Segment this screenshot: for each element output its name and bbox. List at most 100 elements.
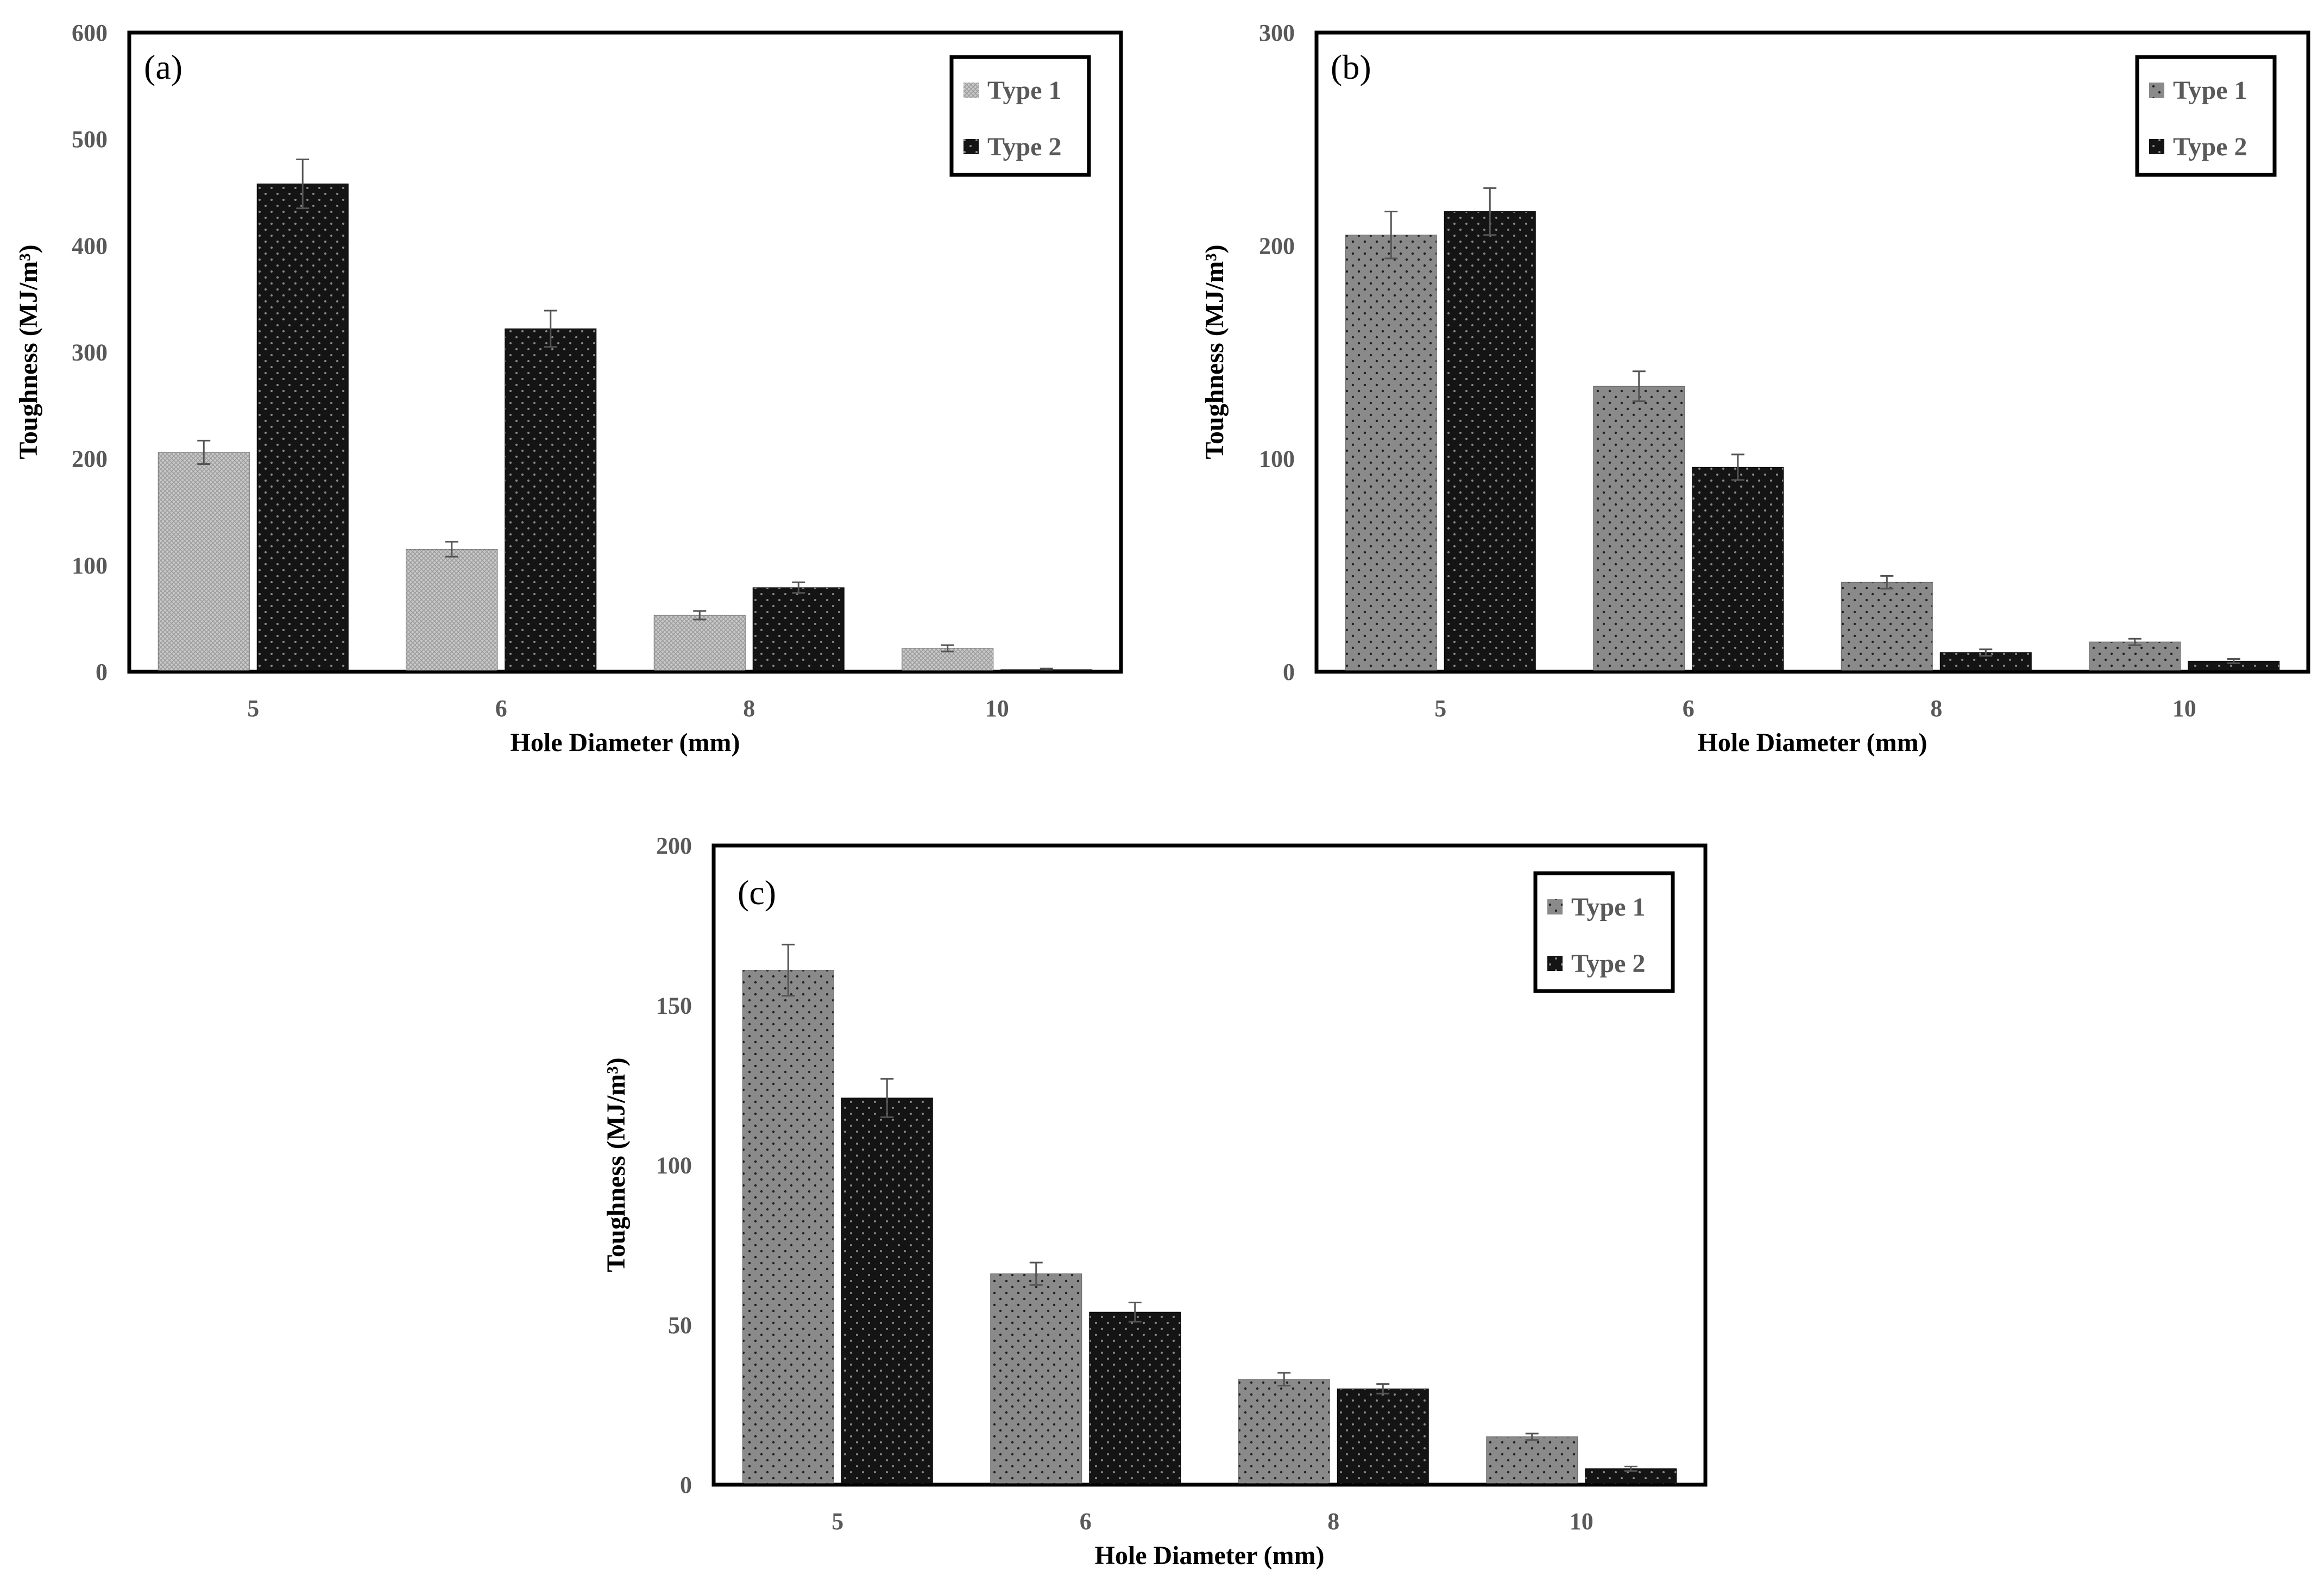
bar-type1-10 <box>2089 641 2181 672</box>
error-bar <box>792 581 805 594</box>
bar-type2-5 <box>1444 211 1536 672</box>
legend-swatch-type1 <box>963 83 979 98</box>
error-bar <box>445 541 458 558</box>
y-tick-label: 600 <box>72 20 108 46</box>
legend-swatch-type2 <box>1547 956 1563 971</box>
error-bar <box>197 439 211 465</box>
y-tick-label: 200 <box>656 832 692 859</box>
panel-label: (b) <box>1331 48 1371 86</box>
legend-swatch-type2 <box>963 139 979 154</box>
error-bar <box>941 644 954 653</box>
x-tick-label: 10 <box>1570 1508 1594 1535</box>
legend-label-type2: Type 2 <box>987 133 1061 161</box>
legend-swatch-type2 <box>2149 139 2164 154</box>
legend-swatch-type1 <box>2149 83 2164 98</box>
panel-label: (c) <box>738 873 776 912</box>
bar-type1-8 <box>653 615 746 672</box>
y-tick-label: 300 <box>1259 20 1295 46</box>
x-tick-label: 5 <box>247 695 259 722</box>
x-axis-title: Hole Diameter (mm) <box>511 728 740 757</box>
legend: Type 1 Type 2 <box>2135 55 2277 177</box>
x-tick-label: 10 <box>2172 695 2196 722</box>
y-tick-label: 200 <box>1259 232 1295 259</box>
x-axis-title: Hole Diameter (mm) <box>1698 728 1928 757</box>
x-tick-label: 10 <box>985 695 1009 722</box>
error-bar <box>296 158 310 210</box>
bar-type1-10 <box>1486 1436 1578 1485</box>
x-axis-title: Hole Diameter (mm) <box>1095 1541 1325 1570</box>
legend-swatch-type1 <box>1547 899 1563 914</box>
bar-group <box>1317 187 2308 673</box>
y-axis-title: Toughness (MJ/m³) <box>1200 244 1229 459</box>
y-tick-labels: 0 100 200 300 <box>1259 20 1295 685</box>
y-tick-label: 0 <box>96 659 108 685</box>
bar-group <box>129 158 1121 673</box>
error-bar <box>2128 638 2142 646</box>
bar-type1-6 <box>1593 386 1685 672</box>
error-bar <box>1277 1372 1291 1387</box>
y-axis-title: Toughness (MJ/m³) <box>602 1057 631 1272</box>
y-tick-label: 100 <box>656 1152 692 1179</box>
error-bar <box>1979 648 1993 657</box>
y-tick-label: 300 <box>72 339 108 366</box>
legend-label-type2: Type 2 <box>1571 949 1645 978</box>
x-tick-label: 8 <box>1327 1508 1339 1535</box>
error-bar <box>1029 1261 1043 1286</box>
error-bar <box>782 943 795 997</box>
bar-type2-6 <box>505 328 597 672</box>
bar-type1-5 <box>742 970 834 1485</box>
error-bar <box>1624 1465 1637 1472</box>
bar-type2-8 <box>752 587 845 672</box>
legend-label-type2: Type 2 <box>2173 133 2247 161</box>
legend: Type 1 Type 2 <box>1533 871 1675 993</box>
bar-type1-8 <box>1841 582 1933 672</box>
legend-label-type1: Type 1 <box>2173 76 2247 105</box>
error-bar <box>1128 1302 1142 1323</box>
error-bar <box>1376 1383 1390 1395</box>
y-tick-label: 100 <box>1259 446 1295 472</box>
bar-type1-5 <box>158 452 250 672</box>
y-tick-label: 0 <box>680 1472 692 1498</box>
chart-panel-c: 0 50 100 150 200 5 6 8 10 (c) Hole Diameter (mm… <box>602 832 1708 1570</box>
x-tick-label: 8 <box>1930 695 1942 722</box>
x-tick-labels: 5 6 8 10 <box>832 1508 1594 1535</box>
bar-type2-6 <box>1692 466 1784 672</box>
error-bar <box>880 1078 894 1118</box>
y-tick-labels: 0 100 200 300 400 500 600 <box>72 20 108 685</box>
bar-type2-8 <box>1337 1388 1429 1485</box>
bar-type2-6 <box>1089 1311 1181 1485</box>
panel-label: (a) <box>144 48 182 86</box>
bar-type1-6 <box>990 1273 1082 1485</box>
bar-type2-5 <box>256 184 349 672</box>
bar-type1-5 <box>1345 235 1437 672</box>
error-bar <box>2227 658 2240 664</box>
chart-panel-a: 0 100 200 300 400 500 600 5 6 8 10 (a) Hole Diame… <box>14 20 1123 757</box>
y-tick-label: 400 <box>72 232 108 259</box>
bar-type2-5 <box>841 1097 933 1485</box>
y-tick-label: 500 <box>72 126 108 153</box>
x-tick-label: 6 <box>1683 695 1695 722</box>
error-bar <box>1483 187 1497 236</box>
x-tick-label: 8 <box>743 695 755 722</box>
error-bar <box>693 610 707 621</box>
y-tick-label: 50 <box>668 1312 692 1339</box>
y-tick-label: 0 <box>1283 659 1295 685</box>
error-bar <box>1632 370 1646 402</box>
y-tick-labels: 0 50 100 150 200 <box>656 832 692 1498</box>
legend-box <box>2135 55 2277 177</box>
legend-box <box>949 55 1091 177</box>
x-tick-labels: 5 6 8 10 <box>1434 695 2196 722</box>
error-bar <box>1384 211 1398 260</box>
y-tick-label: 150 <box>656 992 692 1019</box>
x-tick-label: 6 <box>495 695 507 722</box>
error-bar <box>1880 575 1894 590</box>
y-tick-label: 100 <box>72 552 108 579</box>
error-bar <box>544 310 557 348</box>
y-tick-label: 200 <box>72 446 108 472</box>
y-axis-title: Toughness (MJ/m³) <box>14 244 43 459</box>
error-bar <box>1731 453 1744 481</box>
legend-label-type1: Type 1 <box>987 76 1061 105</box>
legend: Type 1 Type 2 <box>949 55 1091 177</box>
